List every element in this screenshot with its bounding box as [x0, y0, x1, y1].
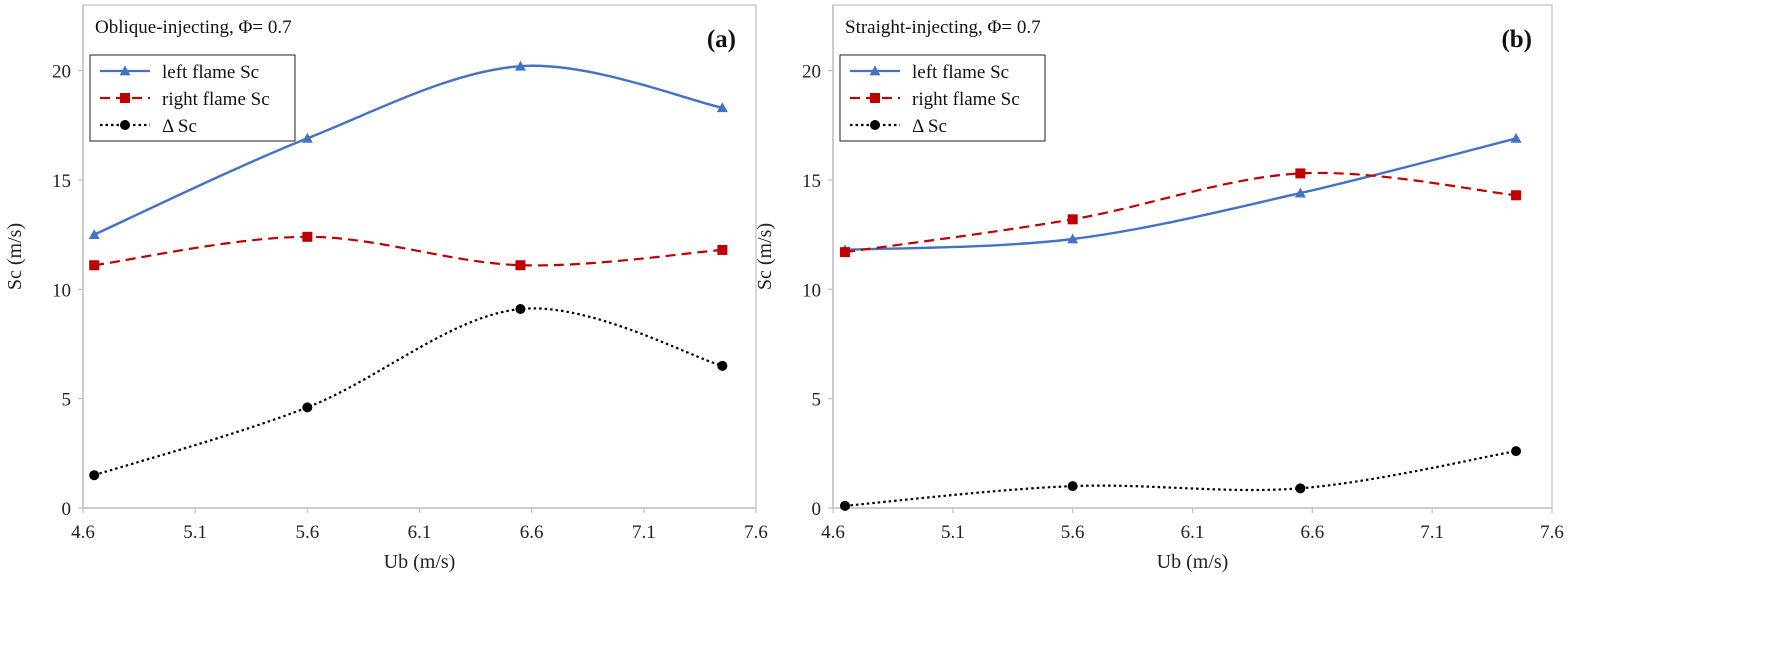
- series-line: [93, 64, 723, 236]
- data-point: [839, 500, 850, 511]
- x-tick-label: 5.1: [941, 522, 965, 543]
- x-tick-label: 5.6: [295, 522, 319, 543]
- series-line: [844, 450, 1517, 507]
- y-tick-label: 5: [62, 390, 72, 411]
- data-point: [1067, 214, 1078, 225]
- panel-title: Oblique-injecting, Φ= 0.7: [95, 17, 292, 38]
- y-tick-label: 20: [52, 62, 71, 83]
- x-tick-label: 6.6: [1300, 522, 1324, 543]
- data-point: [717, 244, 728, 255]
- legend-entry-label: left flame Sc: [912, 62, 1009, 83]
- chart-panel-b: 4.6 5.1 5.6 6.1 6.6 7.1 7.6 0 5 10 15 20 Ub (m/s) Sc …: [754, 4, 1564, 573]
- legend-marker: [870, 120, 880, 130]
- x-tick-label: 7.6: [1540, 522, 1564, 543]
- y-tick-label: 10: [52, 280, 71, 301]
- x-tick-label: 4.6: [71, 522, 95, 543]
- y-tick-label: 10: [802, 280, 821, 301]
- x-tick-label: 7.1: [1420, 522, 1444, 543]
- legend-marker: [120, 120, 130, 130]
- data-point: [301, 132, 313, 143]
- data-point: [1294, 187, 1306, 198]
- panel-title: Straight-injecting, Φ= 0.7: [845, 17, 1041, 38]
- panel-label: (b): [1501, 26, 1532, 53]
- legend-entry-label: right flame Sc: [912, 89, 1020, 110]
- data-point: [1067, 233, 1079, 244]
- legend-entry-label: left flame Sc: [162, 62, 259, 83]
- legend-marker: [119, 65, 131, 76]
- x-tick-label: 5.1: [183, 522, 207, 543]
- y-axis-label: Sc (m/s): [754, 223, 776, 290]
- legend-marker: [870, 93, 880, 103]
- x-tick-label: 6.1: [408, 522, 432, 543]
- x-tick-label: 7.6: [744, 522, 768, 543]
- series-line: [93, 307, 723, 477]
- x-axis-label: Ub (m/s): [1157, 551, 1229, 573]
- x-tick-label: 6.6: [520, 522, 544, 543]
- data-point: [1295, 483, 1306, 494]
- data-point: [89, 470, 100, 481]
- x-tick-label: 5.6: [1061, 522, 1085, 543]
- y-tick-label: 15: [802, 171, 821, 192]
- data-point: [1295, 168, 1306, 179]
- data-point: [839, 247, 850, 258]
- data-point: [514, 60, 526, 71]
- data-point: [1067, 481, 1078, 492]
- data-point: [1510, 132, 1522, 143]
- data-point: [716, 102, 728, 113]
- x-tick-label: 6.1: [1181, 522, 1205, 543]
- data-point: [515, 260, 526, 271]
- panel-label: (a): [707, 26, 736, 53]
- data-point: [89, 260, 100, 271]
- data-point: [717, 360, 728, 371]
- series-line: [844, 137, 1517, 252]
- series-line: [844, 171, 1517, 254]
- y-tick-label: 0: [812, 499, 822, 520]
- legend-entry-label: Δ Sc: [912, 116, 947, 137]
- y-tick-label: 15: [52, 171, 71, 192]
- series-line: [94, 235, 723, 267]
- legend-entry-label: right flame Sc: [162, 89, 270, 110]
- legend-marker: [869, 65, 881, 76]
- data-point: [1511, 190, 1522, 201]
- data-point: [302, 231, 313, 242]
- x-tick-label: 7.1: [632, 522, 656, 543]
- legend-marker: [120, 93, 130, 103]
- x-tick-label: 4.6: [821, 522, 845, 543]
- legend-entry-label: Δ Sc: [162, 116, 197, 137]
- y-tick-label: 5: [812, 390, 822, 411]
- y-axis-label: Sc (m/s): [4, 223, 26, 290]
- y-tick-label: 0: [62, 499, 72, 520]
- data-point: [1511, 446, 1522, 457]
- data-point: [88, 229, 100, 240]
- y-tick-label: 20: [802, 62, 821, 83]
- data-point: [302, 402, 313, 413]
- data-point: [515, 303, 526, 314]
- x-axis-label: Ub (m/s): [384, 551, 456, 573]
- chart-panel-a: 4.6 5.1 5.6 6.1 6.6 7.1 7.6 0 5 10 15 20 Ub (m/s) Sc …: [4, 4, 768, 573]
